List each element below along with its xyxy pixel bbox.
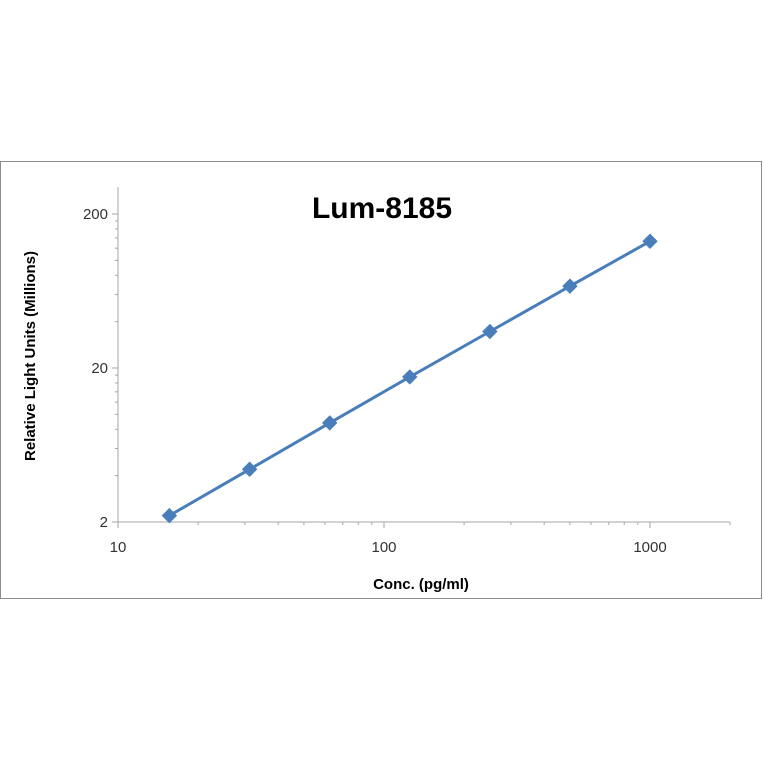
axes <box>117 187 730 523</box>
chart-title: Lum-8185 <box>312 192 452 225</box>
data-point-marker <box>482 323 498 340</box>
x-tick-label: 100 <box>371 539 396 556</box>
data-point-marker <box>562 278 578 294</box>
chart-frame <box>0 161 762 599</box>
series-group <box>161 233 658 524</box>
x-tick-label: 1000 <box>633 539 666 556</box>
y-tick-label: 2 <box>100 514 108 531</box>
data-point-marker <box>642 233 658 249</box>
ticks: 2 20 200 10 100 1000 <box>83 206 731 556</box>
data-point-marker <box>402 369 418 385</box>
y-axis-label: Relative Light Units (Millions) <box>22 251 39 461</box>
y-tick-label: 200 <box>83 206 108 223</box>
y-tick-label: 20 <box>91 360 108 377</box>
x-axis-label: Conc. (pg/ml) <box>373 576 469 593</box>
data-point-marker <box>241 461 258 477</box>
x-tick-label: 10 <box>110 539 127 556</box>
data-point-marker <box>161 507 178 524</box>
data-point-marker <box>321 415 338 431</box>
